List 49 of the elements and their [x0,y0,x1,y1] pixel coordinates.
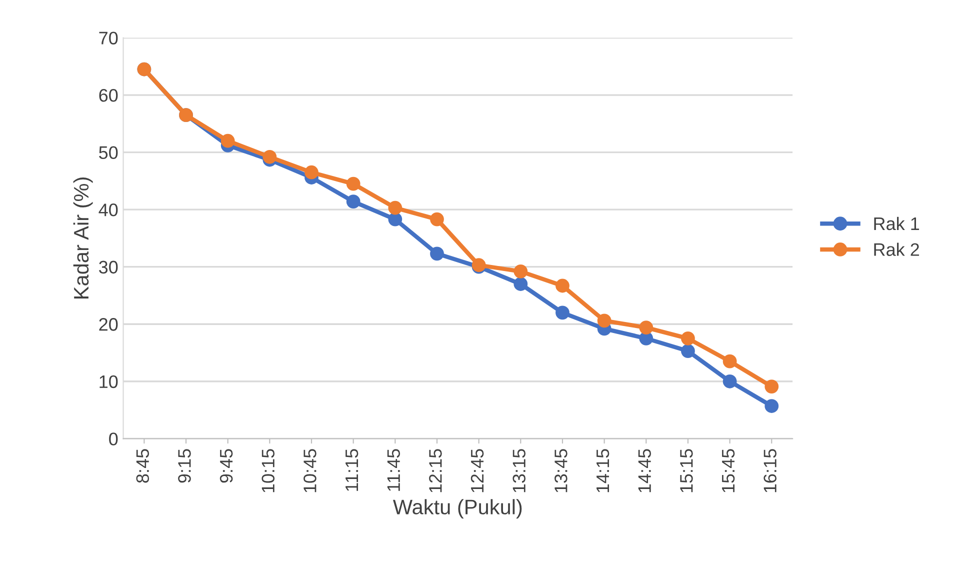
x-tick-label: 14:45 [638,449,651,492]
point [346,176,360,191]
point [597,314,612,328]
point [304,165,318,180]
x-tick-label: 12:15 [429,449,442,492]
point [514,264,528,278]
point [262,150,277,164]
legend-label: Rak 2 [874,242,919,256]
point [681,344,695,358]
x-tick-label: 12:45 [470,449,484,492]
y-tick-label: 10 [100,375,118,388]
x-tick-label: 13:15 [512,449,526,492]
y-tick-label: 60 [99,88,118,102]
x-tick-label: 14:15 [596,449,610,492]
point [388,212,402,226]
point [639,320,654,334]
x-tick-label: 10:15 [262,449,275,492]
x-tick-label: 16:15 [764,449,776,492]
x-tick-label: 13:45 [554,449,568,492]
point [388,200,402,215]
y-tick-label: 20 [99,318,118,331]
x-tick-label: 15:15 [680,449,693,492]
y-axis-title: Kadar Air (%) [73,178,93,298]
legend-label: Rak 1 [874,216,920,230]
x-tick-label: 8:45 [136,449,150,483]
point [681,331,695,346]
x-tick-label: 15:45 [722,449,735,492]
y-tick-label: 30 [99,260,118,274]
x-tick-label: 11:15 [346,449,358,491]
point [722,354,737,368]
point [764,380,779,394]
y-tick-label: 40 [98,204,118,216]
point [430,212,444,226]
point [556,306,570,320]
y-tick-label: 70 [99,32,118,44]
x-axis-title: Waktu (Pukul) [392,499,522,519]
point [430,246,444,261]
point [722,374,737,388]
point [346,194,360,208]
point [220,134,235,148]
point [556,278,570,293]
x-tick-label: 9:15 [178,449,191,483]
x-tick-label: 9:45 [220,449,233,483]
x-tick-label: 11:45 [387,449,400,491]
point [764,399,779,413]
x-tick-label: 10:45 [304,449,316,492]
y-tick-label: 0 [109,432,118,446]
point [514,277,528,291]
y-tick-label: 50 [99,146,118,160]
